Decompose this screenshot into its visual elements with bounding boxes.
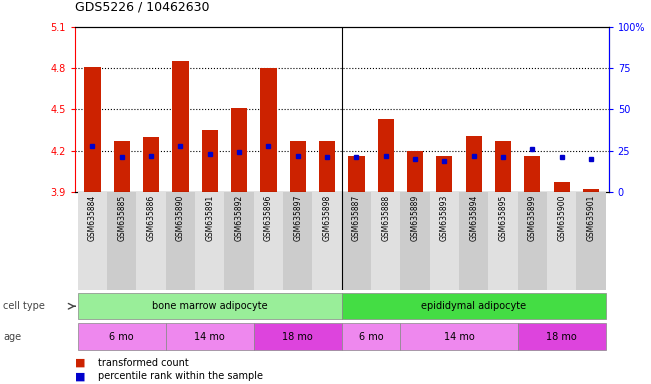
Text: transformed count: transformed count	[98, 358, 188, 368]
Bar	[166, 323, 254, 350]
Text: GSM635884: GSM635884	[88, 195, 97, 241]
Text: GSM635898: GSM635898	[323, 195, 331, 241]
Bar	[195, 192, 225, 290]
Text: GSM635900: GSM635900	[557, 195, 566, 242]
Bar	[114, 141, 130, 192]
Bar	[260, 68, 277, 192]
Text: 14 mo: 14 mo	[195, 331, 225, 342]
Text: GSM635896: GSM635896	[264, 195, 273, 241]
Bar	[348, 156, 365, 192]
Text: GSM635901: GSM635901	[587, 195, 596, 241]
Text: cell type: cell type	[3, 301, 45, 311]
Bar	[518, 323, 605, 350]
Text: GSM635895: GSM635895	[499, 195, 508, 241]
Text: 6 mo: 6 mo	[359, 331, 383, 342]
Bar	[436, 156, 452, 192]
Bar	[378, 119, 394, 192]
Bar	[231, 108, 247, 192]
Bar	[554, 182, 570, 192]
Text: GSM635894: GSM635894	[469, 195, 478, 241]
Bar	[371, 192, 400, 290]
Bar	[400, 192, 430, 290]
Bar	[166, 192, 195, 290]
Bar	[495, 141, 511, 192]
Bar	[400, 323, 518, 350]
Text: GSM635888: GSM635888	[381, 195, 390, 241]
Bar	[342, 293, 605, 319]
Bar	[290, 141, 306, 192]
Text: GSM635892: GSM635892	[234, 195, 243, 241]
Text: GSM635893: GSM635893	[440, 195, 449, 241]
Bar	[576, 192, 605, 290]
Bar	[283, 192, 312, 290]
Text: percentile rank within the sample: percentile rank within the sample	[98, 371, 262, 381]
Text: bone marrow adipocyte: bone marrow adipocyte	[152, 301, 268, 311]
Text: GSM635897: GSM635897	[294, 195, 302, 241]
Bar	[78, 323, 166, 350]
Bar	[202, 130, 218, 192]
Bar	[430, 192, 459, 290]
Bar	[173, 61, 189, 192]
Text: GSM635890: GSM635890	[176, 195, 185, 241]
Text: GSM635885: GSM635885	[117, 195, 126, 241]
Bar	[107, 192, 137, 290]
Text: ■: ■	[75, 371, 85, 381]
Bar	[254, 192, 283, 290]
Text: GDS5226 / 10462630: GDS5226 / 10462630	[75, 0, 210, 13]
Text: 18 mo: 18 mo	[283, 331, 313, 342]
Bar	[78, 192, 107, 290]
Text: 6 mo: 6 mo	[109, 331, 134, 342]
Text: 14 mo: 14 mo	[444, 331, 475, 342]
Bar	[342, 192, 371, 290]
Bar	[85, 67, 100, 192]
Bar	[225, 192, 254, 290]
Bar	[407, 151, 423, 192]
Text: GSM635889: GSM635889	[411, 195, 420, 241]
Text: GSM635887: GSM635887	[352, 195, 361, 241]
Bar	[583, 189, 599, 192]
Bar	[524, 156, 540, 192]
Bar	[459, 192, 488, 290]
Bar	[78, 293, 342, 319]
Bar	[518, 192, 547, 290]
Bar	[254, 323, 342, 350]
Text: age: age	[3, 331, 21, 342]
Text: epididymal adipocyte: epididymal adipocyte	[421, 301, 526, 311]
Bar	[488, 192, 518, 290]
Text: GSM635886: GSM635886	[146, 195, 156, 241]
Text: 18 mo: 18 mo	[546, 331, 577, 342]
Text: ■: ■	[75, 358, 85, 368]
Bar	[143, 137, 159, 192]
Bar	[319, 141, 335, 192]
Bar	[547, 192, 576, 290]
Bar	[312, 192, 342, 290]
Text: GSM635891: GSM635891	[205, 195, 214, 241]
Text: GSM635899: GSM635899	[528, 195, 537, 241]
Bar	[465, 136, 482, 192]
Bar	[137, 192, 166, 290]
Bar	[342, 323, 400, 350]
